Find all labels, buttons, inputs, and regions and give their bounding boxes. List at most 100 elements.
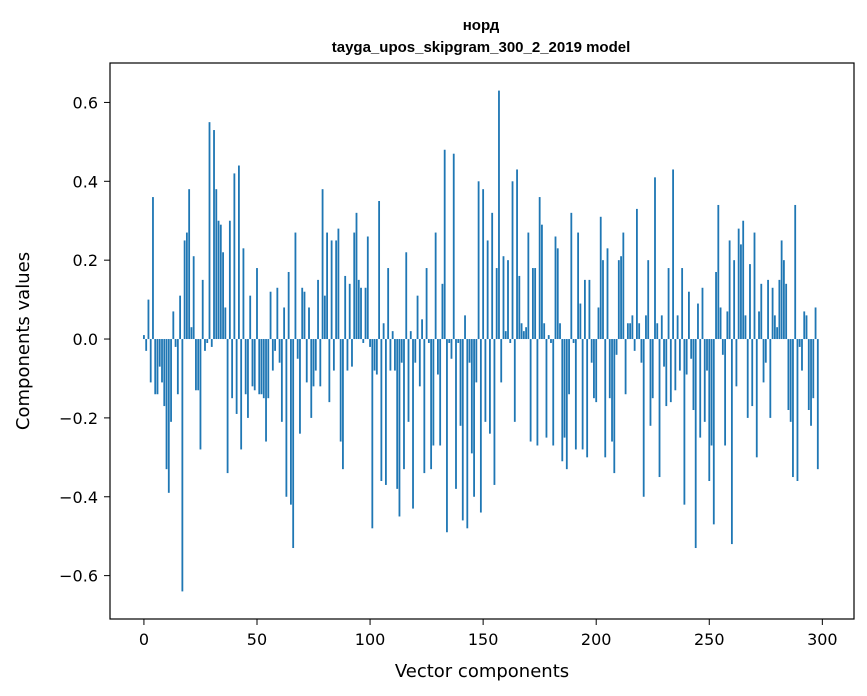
bar [328,339,331,403]
bar [450,339,453,359]
bar [746,339,749,418]
bar [593,339,595,399]
bar [464,315,466,340]
bar [267,339,270,399]
bar [312,339,315,387]
bar [595,339,598,403]
bar [475,339,478,383]
bar [586,339,589,458]
bar [260,339,263,395]
bar [552,339,555,446]
bar [378,201,381,340]
bar [179,295,182,340]
bar [703,339,706,422]
bar [484,339,487,422]
bar [394,339,396,371]
bar [219,224,222,340]
bar [369,339,371,347]
bar [332,339,335,371]
bar [753,232,756,340]
x-tick-label: 0 [139,630,149,649]
bar [728,240,731,340]
bar [807,339,810,411]
bar [486,240,489,340]
bar [581,339,584,450]
bar [755,339,758,458]
bar [149,339,152,383]
bar [371,339,374,529]
bar [522,331,525,340]
bar [559,323,561,340]
y-tick-label: 0.0 [73,330,98,349]
bar [787,339,790,411]
bar [574,339,577,450]
bar [176,339,179,395]
bar [611,339,613,442]
bar [543,323,546,340]
bar [730,339,733,545]
bar [805,315,808,340]
bar [360,287,362,340]
bar [201,279,204,340]
bar [796,339,799,481]
bar [414,339,417,363]
bar [491,212,494,340]
bar [154,339,157,395]
bar [292,339,295,549]
bar [511,181,514,340]
bar [697,303,699,340]
bar [231,339,234,399]
bar [409,331,412,340]
bar [351,339,353,367]
bar [681,268,684,340]
bar [457,339,460,343]
bar [760,283,763,340]
x-tick-label: 50 [247,630,267,649]
bar [416,295,419,340]
bar [583,279,586,340]
bar [642,339,645,497]
bar [326,232,328,340]
bar [798,339,801,347]
bar [280,339,283,422]
bar [242,248,245,340]
bar [742,220,745,340]
bar [425,268,428,340]
bar [468,339,471,363]
bar [412,339,414,509]
bar [396,339,399,489]
bar [638,323,641,340]
bar [724,339,727,446]
bar [527,232,530,340]
bar [794,204,797,340]
bar [816,339,819,470]
bar [283,307,286,340]
bar [477,181,480,340]
bar [669,339,672,403]
bar [208,122,211,340]
bar [380,339,383,481]
bar [624,339,627,395]
bar [767,279,769,340]
bar [183,240,186,340]
bar [353,232,356,340]
bar [455,339,457,489]
bar [568,339,570,395]
bar [172,311,175,340]
y-tick-label: 0.4 [73,172,98,191]
bar [199,339,202,450]
bar [269,291,272,340]
bar [432,339,435,446]
bar [814,307,817,340]
bar [427,339,430,343]
bar [749,264,751,340]
bar [274,339,276,351]
bar [314,339,317,371]
bar [645,315,647,340]
bar [694,339,697,549]
bar [299,339,301,434]
bar [744,315,747,340]
bar [733,260,736,340]
bar [265,339,267,442]
bar [683,339,686,505]
